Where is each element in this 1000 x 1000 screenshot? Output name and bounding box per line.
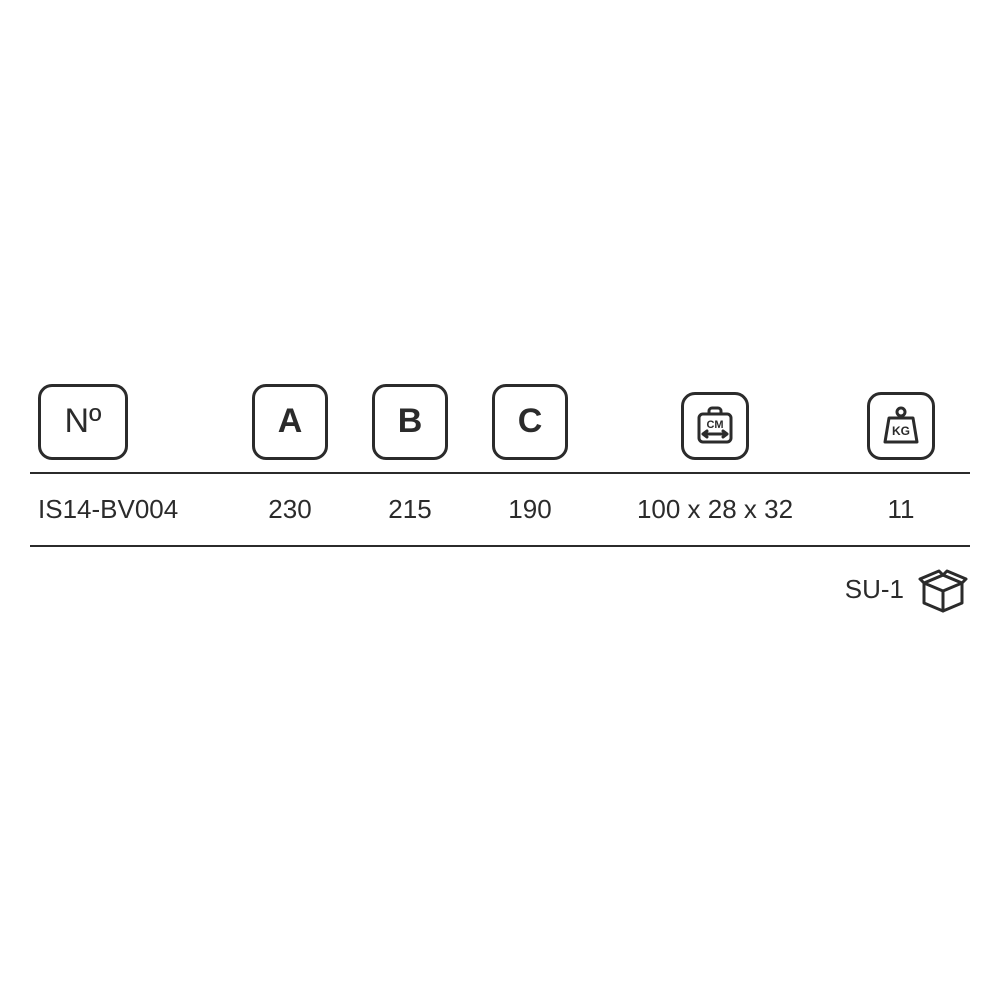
cm-text: CM — [706, 419, 723, 431]
header-kg: KG — [840, 392, 970, 460]
header-a: A — [230, 384, 350, 460]
table-row: IS14-BV004 230 215 190 100 x 28 x 32 11 — [30, 474, 970, 547]
package-size-icon: CM — [681, 392, 749, 460]
weight-icon: KG — [867, 392, 935, 460]
table-header-row: Nº A B C CM — [30, 384, 970, 474]
dim-c-icon: C — [492, 384, 568, 460]
cell-c: 190 — [470, 494, 590, 525]
su-label: SU-1 — [845, 574, 904, 605]
table-footer-row: SU-1 — [30, 547, 970, 617]
cell-b: 215 — [350, 494, 470, 525]
header-cm: CM — [590, 392, 840, 460]
dim-a-icon: A — [252, 384, 328, 460]
no-label: Nº — [65, 402, 102, 441]
number-icon: Nº — [38, 384, 128, 460]
cell-cm: 100 x 28 x 32 — [590, 494, 840, 525]
header-b: B — [350, 384, 470, 460]
cell-no: IS14-BV004 — [30, 494, 230, 525]
kg-text: KG — [892, 424, 910, 438]
cell-kg: 11 — [840, 494, 970, 525]
spec-table: Nº A B C CM — [30, 384, 970, 617]
header-no: Nº — [30, 384, 230, 460]
header-c: C — [470, 384, 590, 460]
box-icon — [916, 563, 970, 617]
dim-b-icon: B — [372, 384, 448, 460]
cell-a: 230 — [230, 494, 350, 525]
